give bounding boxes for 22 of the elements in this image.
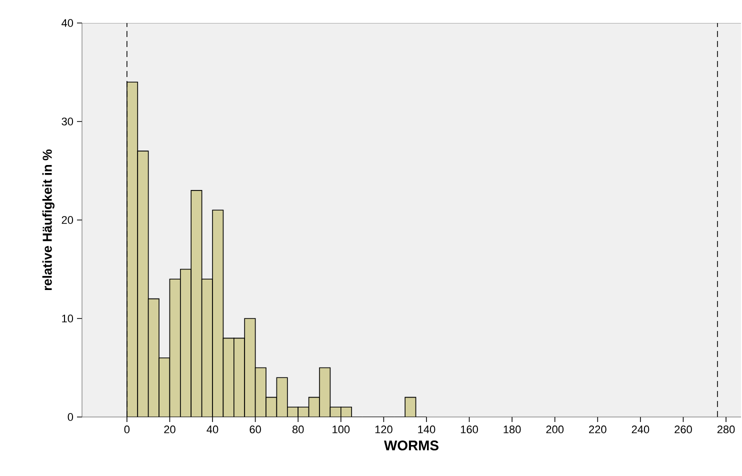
y-tick-label: 10: [62, 314, 74, 322]
x-tick-label: 80: [292, 426, 304, 434]
x-tick-label: 40: [206, 426, 218, 434]
x-tick-label: 120: [375, 426, 392, 434]
y-tick-label: 40: [62, 19, 74, 27]
y-tick-label: 0: [68, 413, 74, 421]
x-axis-title: WORMS: [384, 440, 438, 450]
x-tick-label: 240: [632, 426, 650, 434]
x-tick-label: 160: [460, 426, 478, 434]
x-tick-label: 260: [674, 426, 692, 434]
x-tick-label: 60: [250, 426, 261, 434]
x-tick-label: 220: [589, 426, 606, 434]
x-tick-label: 140: [418, 426, 436, 434]
x-tick-label: 100: [332, 426, 350, 434]
y-axis-title: relative Häufigkeit in %: [42, 149, 54, 290]
y-tick-label: 30: [62, 118, 74, 126]
x-tick-label: 200: [546, 426, 564, 434]
y-tick-label: 20: [62, 216, 74, 224]
x-tick-label: 0: [124, 426, 130, 434]
x-tick-label: 280: [717, 426, 735, 434]
x-tick-label: 20: [164, 426, 176, 434]
x-tick-label: 180: [504, 426, 521, 434]
